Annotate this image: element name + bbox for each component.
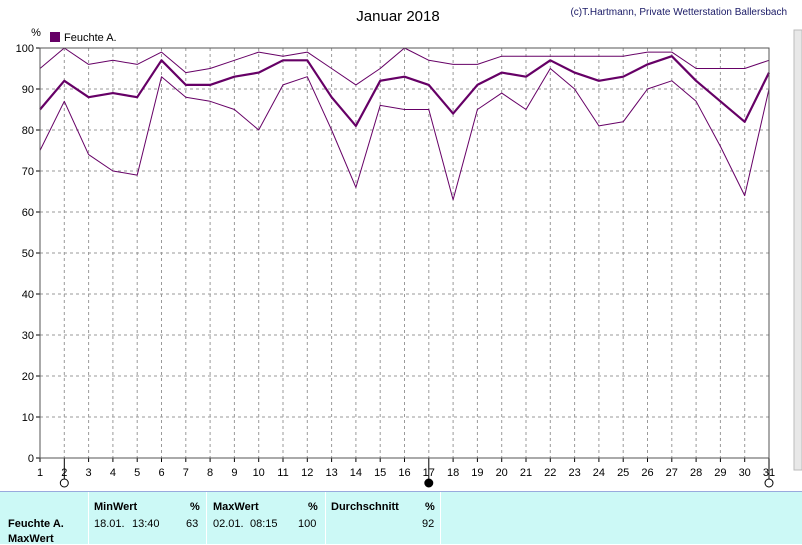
- x-tick-label: 11: [277, 467, 288, 479]
- x-tick-label: 7: [183, 467, 189, 479]
- scrollbar-right[interactable]: [793, 29, 802, 471]
- x-tick-label: 6: [158, 467, 164, 479]
- legend-label: Feuchte A.: [64, 32, 117, 44]
- x-tick-label: 16: [398, 467, 410, 479]
- grid: [40, 48, 769, 458]
- avg-value: 92: [422, 518, 435, 530]
- plot-frame: [39, 47, 770, 459]
- x-tick-label: 19: [471, 467, 483, 479]
- min-time: 13:40: [132, 518, 160, 530]
- min-date: 18.01.: [94, 518, 125, 530]
- x-tick-label: 13: [325, 467, 337, 479]
- min-unit: %: [190, 501, 200, 513]
- avg-unit: %: [425, 501, 435, 513]
- x-tick-label: 23: [568, 467, 580, 479]
- y-tick-label: 20: [22, 371, 34, 383]
- max-header: MaxWert: [213, 501, 259, 513]
- avg-header: Durchschnitt: [331, 501, 399, 513]
- x-tick-label: 25: [617, 467, 629, 479]
- max-date: 02.01.: [213, 518, 244, 530]
- x-tick-label: 8: [207, 467, 213, 479]
- unit-label: %: [31, 27, 41, 39]
- chart: Januar 2018 (c)T.Hartmann, Private Wette…: [16, 7, 802, 488]
- y-tick-label: 50: [22, 248, 34, 260]
- y-tick-label: 30: [22, 330, 34, 342]
- y-tick-label: 10: [22, 412, 34, 424]
- y-tick-label: 0: [28, 453, 34, 465]
- x-tick-label: 3: [86, 467, 92, 479]
- stats-panel: Feuchte A. MaxWert MinWert % 18.01. 13:4…: [0, 491, 802, 545]
- x-tick-label: 10: [253, 467, 265, 479]
- max-time: 08:15: [250, 518, 278, 530]
- y-tick-label: 80: [22, 125, 34, 137]
- max-value: 100: [298, 518, 317, 530]
- stats-row-label-2: MaxWert: [8, 533, 54, 545]
- stats-row-label: Feuchte A.: [8, 518, 64, 530]
- legend-swatch: [50, 32, 60, 42]
- y-tick-label: 40: [22, 289, 34, 301]
- x-tick-label: 28: [690, 467, 702, 479]
- x-tick-label: 30: [739, 467, 751, 479]
- series-line-min: [39, 68, 770, 201]
- max-unit: %: [308, 501, 318, 513]
- x-tick-label: 24: [593, 467, 605, 479]
- x-tick-label: 18: [447, 467, 459, 479]
- y-tick-label: 90: [22, 84, 34, 96]
- marker-open-circle: [764, 478, 774, 488]
- x-axis: 1234567891011121314151617181920212223242…: [37, 458, 775, 479]
- x-tick-label: 22: [544, 467, 556, 479]
- x-tick-label: 12: [301, 467, 313, 479]
- y-tick-label: 60: [22, 207, 34, 219]
- y-tick-label: 70: [22, 166, 34, 178]
- x-tick-label: 26: [641, 467, 653, 479]
- x-tick-label: 21: [520, 467, 532, 479]
- min-value: 63: [186, 518, 199, 530]
- x-tick-label: 4: [110, 467, 116, 479]
- min-header: MinWert: [94, 501, 138, 513]
- x-tick-label: 27: [666, 467, 678, 479]
- day-markers: [59, 462, 774, 488]
- x-tick-label: 20: [496, 467, 508, 479]
- marker-filled-circle: [424, 478, 434, 488]
- marker-open-circle: [59, 478, 69, 488]
- x-tick-label: 1: [37, 467, 43, 479]
- credit-text: (c)T.Hartmann, Private Wetterstation Bal…: [570, 7, 787, 18]
- series-line-mean: [39, 55, 770, 128]
- x-tick-label: 15: [374, 467, 386, 479]
- chart-title: Januar 2018: [356, 8, 439, 25]
- y-axis: 0 10 20 30 40 50 60 70 80 90 100: [16, 43, 40, 465]
- y-tick-label: 100: [16, 43, 34, 55]
- x-tick-label: 14: [350, 467, 362, 479]
- x-tick-label: 9: [231, 467, 237, 479]
- x-tick-label: 5: [134, 467, 140, 479]
- x-tick-label: 29: [714, 467, 726, 479]
